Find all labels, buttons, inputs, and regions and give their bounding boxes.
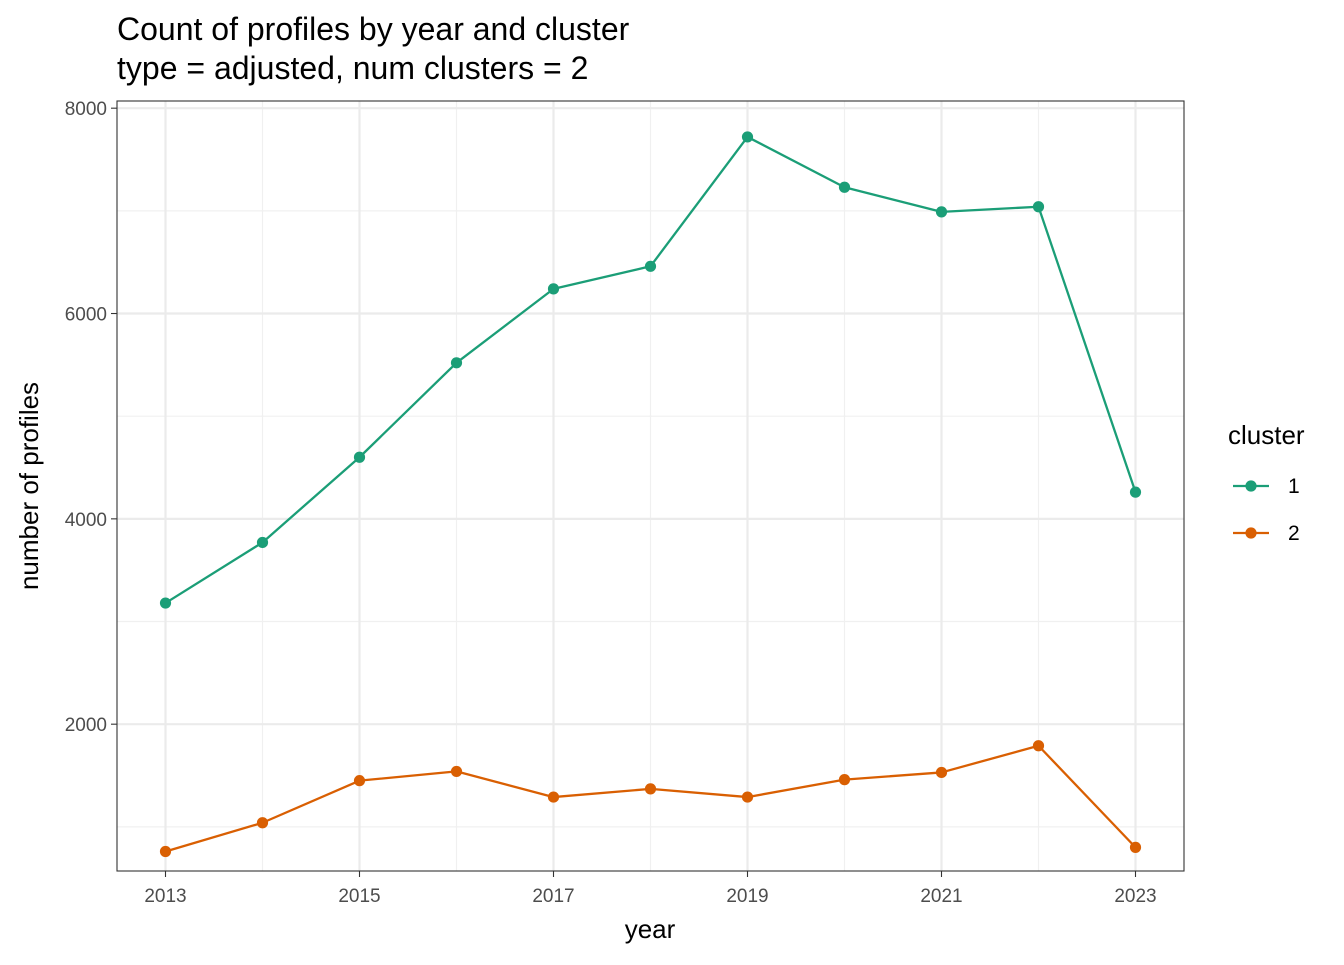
data-point <box>256 536 269 549</box>
data-point <box>644 260 657 272</box>
data-point <box>741 131 754 143</box>
data-point <box>450 765 463 778</box>
data-point <box>1032 201 1045 213</box>
series-2 <box>159 740 1142 858</box>
data-point <box>838 774 851 786</box>
data-point <box>159 845 172 858</box>
data-point <box>741 791 754 803</box>
x-axis-title: year <box>625 914 676 944</box>
y-axis-title: number of profiles <box>14 382 44 590</box>
series-1 <box>159 131 1142 609</box>
data-point <box>1032 740 1045 752</box>
y-tick-label: 2000 <box>65 715 107 736</box>
legend-label: 1 <box>1288 475 1300 498</box>
data-point <box>159 597 172 609</box>
legend-key-point <box>1245 527 1257 539</box>
data-point <box>547 791 560 803</box>
data-point <box>353 775 366 787</box>
legend-key-point <box>1245 480 1257 492</box>
data-point <box>1129 841 1142 853</box>
legend-item-1: 1 <box>1233 475 1300 498</box>
data-point <box>1129 486 1142 498</box>
data-point <box>547 283 560 295</box>
x-tick-label: 2013 <box>144 886 186 907</box>
x-tick-label: 2015 <box>338 886 380 907</box>
legend-title: cluster <box>1228 420 1305 450</box>
data-point <box>256 817 269 829</box>
legend-label: 2 <box>1288 522 1300 545</box>
y-tick-label: 6000 <box>65 305 107 326</box>
data-point <box>644 783 657 795</box>
legend-item-2: 2 <box>1233 522 1300 545</box>
data-point <box>838 181 851 193</box>
x-tick-label: 2017 <box>532 886 574 907</box>
data-point <box>450 357 463 369</box>
y-tick-label: 4000 <box>65 510 107 531</box>
data-point <box>353 451 366 463</box>
chart-title: Count of profiles by year and cluster <box>117 11 630 47</box>
x-tick-label: 2021 <box>920 886 962 907</box>
chart-subtitle: type = adjusted, num clusters = 2 <box>117 50 588 86</box>
legend: cluster 1 2 <box>1228 420 1305 545</box>
grid-lines <box>117 101 1184 871</box>
series-lines <box>159 131 1142 858</box>
y-tick-label: 8000 <box>65 99 107 120</box>
panel-border <box>116 100 1185 872</box>
x-tick-label: 2019 <box>726 886 768 907</box>
axes: 2013 2015 2017 2019 2021 2023 2000 4000 6000 8000 <box>65 99 1157 907</box>
x-tick-label: 2023 <box>1114 886 1156 907</box>
data-point <box>935 206 948 218</box>
data-point <box>935 766 948 779</box>
